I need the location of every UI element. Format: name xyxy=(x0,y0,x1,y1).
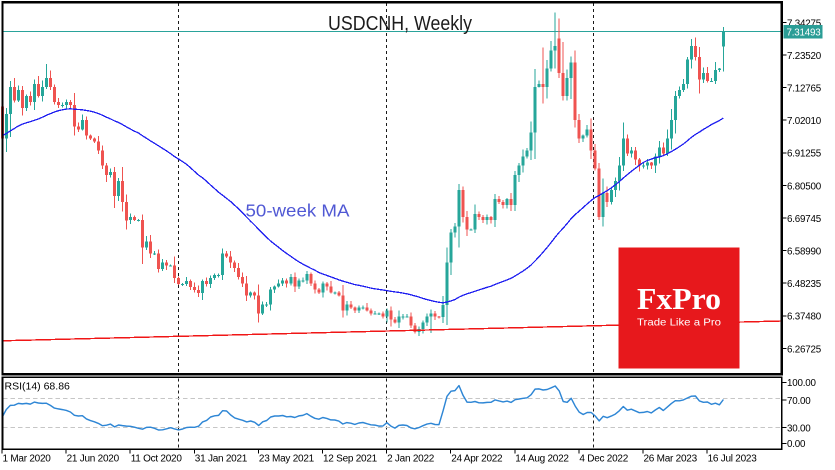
svg-text:6.48235: 6.48235 xyxy=(787,279,822,290)
svg-text:6.91255: 6.91255 xyxy=(787,149,822,160)
svg-text:24 Apr 2022: 24 Apr 2022 xyxy=(451,453,503,464)
svg-text:21 Jun 2020: 21 Jun 2020 xyxy=(67,453,120,464)
svg-text:1 Mar 2020: 1 Mar 2020 xyxy=(3,453,52,464)
svg-text:Trade Like a Pro: Trade Like a Pro xyxy=(637,317,721,329)
svg-text:4 Dec 2022: 4 Dec 2022 xyxy=(579,453,628,464)
svg-text:7.02010: 7.02010 xyxy=(787,116,822,127)
svg-text:100.00: 100.00 xyxy=(787,378,817,389)
svg-text:7.34275: 7.34275 xyxy=(787,18,822,29)
svg-text:30.00: 30.00 xyxy=(787,423,811,434)
svg-text:14 Aug 2022: 14 Aug 2022 xyxy=(515,453,569,464)
svg-text:RSI(14) 68.86: RSI(14) 68.86 xyxy=(5,380,71,392)
svg-text:2 Jan 2022: 2 Jan 2022 xyxy=(387,453,435,464)
svg-text:6.37480: 6.37480 xyxy=(787,312,822,323)
svg-text:7.12765: 7.12765 xyxy=(787,84,822,95)
svg-text:7.31493: 7.31493 xyxy=(787,27,822,38)
svg-text:70.00: 70.00 xyxy=(787,396,811,407)
svg-text:26 Mar 2023: 26 Mar 2023 xyxy=(644,453,698,464)
svg-text:FxPro: FxPro xyxy=(637,281,721,316)
svg-text:USDCNH, Weekly: USDCNH, Weekly xyxy=(328,13,472,35)
svg-text:0.00: 0.00 xyxy=(787,439,806,450)
svg-text:16 Jul 2023: 16 Jul 2023 xyxy=(708,453,758,464)
svg-text:6.26725: 6.26725 xyxy=(787,344,822,355)
svg-text:23 May 2021: 23 May 2021 xyxy=(259,453,315,464)
svg-text:31 Jan 2021: 31 Jan 2021 xyxy=(195,453,248,464)
svg-text:7.23520: 7.23520 xyxy=(787,51,822,62)
svg-text:6.80500: 6.80500 xyxy=(787,181,822,192)
svg-text:6.69745: 6.69745 xyxy=(787,214,822,225)
svg-text:6.58990: 6.58990 xyxy=(787,247,822,258)
svg-text:12 Sep 2021: 12 Sep 2021 xyxy=(323,453,378,464)
svg-text:50-week MA: 50-week MA xyxy=(246,201,350,221)
svg-text:11 Oct 2020: 11 Oct 2020 xyxy=(131,453,183,464)
